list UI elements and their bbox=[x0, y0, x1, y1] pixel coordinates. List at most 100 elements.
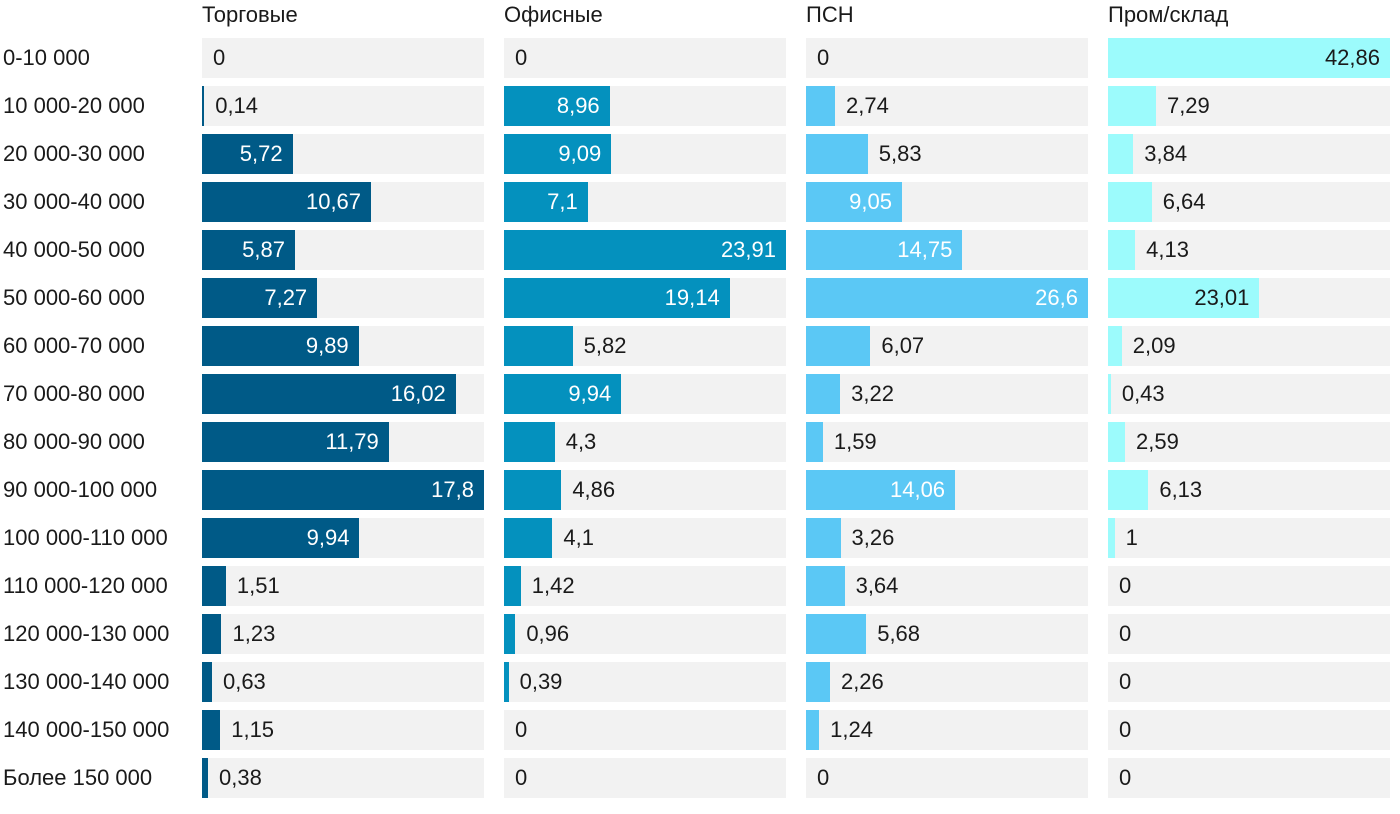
data-label: 3,26 bbox=[851, 525, 895, 550]
bar-track bbox=[1108, 470, 1390, 510]
data-label: 4,1 bbox=[563, 525, 594, 550]
data-label: 0 bbox=[515, 765, 528, 790]
bar bbox=[806, 614, 867, 654]
bar bbox=[806, 710, 820, 750]
data-label: 14,06 bbox=[889, 477, 946, 502]
bar-track bbox=[504, 662, 786, 702]
category-label: 90 000-100 000 bbox=[3, 477, 158, 502]
bar-track bbox=[504, 566, 786, 606]
bar bbox=[1108, 518, 1115, 558]
series-title: Офисные bbox=[504, 2, 603, 27]
bar bbox=[504, 326, 573, 366]
data-label: 1,15 bbox=[231, 717, 275, 742]
data-label: 1,59 bbox=[833, 429, 877, 454]
bar bbox=[1108, 278, 1260, 318]
bar-track bbox=[1108, 518, 1390, 558]
category-label: Более 150 000 bbox=[3, 765, 153, 790]
data-label: 0 bbox=[817, 45, 830, 70]
data-label: 14,75 bbox=[897, 237, 953, 262]
bar-track bbox=[1108, 326, 1390, 366]
bar-track bbox=[1108, 374, 1390, 414]
data-label: 11,79 bbox=[325, 429, 379, 454]
data-label: 9,09 bbox=[558, 141, 602, 166]
data-label: 0,96 bbox=[526, 621, 570, 646]
bar bbox=[806, 278, 1088, 318]
bar-track bbox=[202, 710, 484, 750]
data-label: 0,38 bbox=[219, 765, 262, 790]
bar-track bbox=[806, 518, 1088, 558]
bar bbox=[806, 374, 841, 414]
bar bbox=[202, 518, 360, 558]
bar-track bbox=[806, 374, 1088, 414]
category-label: 70 000-80 000 bbox=[3, 381, 145, 406]
bar bbox=[504, 566, 521, 606]
category-label: 100 000-110 000 bbox=[3, 525, 168, 550]
bar bbox=[202, 230, 295, 270]
bar bbox=[504, 134, 612, 174]
bar-track bbox=[504, 710, 786, 750]
data-label: 23,01 bbox=[1194, 285, 1250, 310]
data-label: 5,72 bbox=[239, 141, 283, 166]
bar-track bbox=[806, 566, 1088, 606]
bar bbox=[504, 614, 516, 654]
bar bbox=[202, 614, 222, 654]
bar-track bbox=[202, 38, 484, 78]
data-label: 16,02 bbox=[390, 381, 446, 406]
data-label: 5,87 bbox=[242, 237, 285, 262]
bar bbox=[504, 518, 553, 558]
data-label: 7,29 bbox=[1166, 93, 1210, 118]
bar-track bbox=[806, 710, 1088, 750]
bar bbox=[806, 86, 836, 126]
bar bbox=[504, 662, 509, 702]
data-label: 6,13 bbox=[1159, 477, 1203, 502]
data-label: 7,1 bbox=[547, 189, 578, 214]
data-label: 10,67 bbox=[305, 189, 362, 214]
bar bbox=[806, 662, 830, 702]
bar-track bbox=[504, 614, 786, 654]
bar bbox=[1108, 470, 1149, 510]
bar bbox=[504, 86, 610, 126]
category-label: 80 000-90 000 bbox=[3, 429, 145, 454]
data-label: 0 bbox=[515, 45, 528, 70]
data-label: 5,82 bbox=[583, 333, 627, 358]
data-label: 1,51 bbox=[236, 573, 280, 598]
data-label: 5,83 bbox=[878, 141, 922, 166]
data-label: 4,3 bbox=[565, 429, 597, 454]
data-label: 23,91 bbox=[720, 237, 776, 262]
bar bbox=[806, 518, 841, 558]
bar-track bbox=[202, 614, 484, 654]
category-label: 60 000-70 000 bbox=[3, 333, 145, 358]
data-label: 3,22 bbox=[851, 381, 894, 406]
bar bbox=[202, 326, 359, 366]
bar bbox=[1108, 326, 1122, 366]
bar-track bbox=[1108, 422, 1390, 462]
bar bbox=[202, 710, 221, 750]
bar-track bbox=[1108, 662, 1390, 702]
category-label: 50 000-60 000 bbox=[3, 285, 145, 310]
bar bbox=[504, 470, 562, 510]
data-label: 9,05 bbox=[849, 189, 892, 214]
bar-track bbox=[504, 758, 786, 798]
data-label: 6,07 bbox=[881, 333, 925, 358]
bar-track bbox=[1108, 230, 1390, 270]
bar bbox=[504, 422, 555, 462]
data-label: 19,14 bbox=[664, 285, 720, 310]
data-label: 3,64 bbox=[855, 573, 899, 598]
bar bbox=[1108, 86, 1156, 126]
data-label: 0 bbox=[213, 45, 226, 70]
data-label: 4,86 bbox=[572, 477, 616, 502]
data-label: 2,74 bbox=[846, 93, 889, 118]
data-label: 0 bbox=[1119, 717, 1132, 742]
bar-track bbox=[1108, 134, 1390, 174]
data-label: 7,27 bbox=[264, 285, 308, 310]
series-title: ПСН bbox=[806, 2, 854, 27]
category-label: 140 000-150 000 bbox=[3, 717, 170, 742]
bar bbox=[504, 374, 622, 414]
bar bbox=[202, 374, 456, 414]
data-label: 1,23 bbox=[232, 621, 276, 646]
data-label: 5,68 bbox=[877, 621, 921, 646]
bar bbox=[806, 566, 845, 606]
bar bbox=[806, 422, 823, 462]
bar-track bbox=[806, 662, 1088, 702]
